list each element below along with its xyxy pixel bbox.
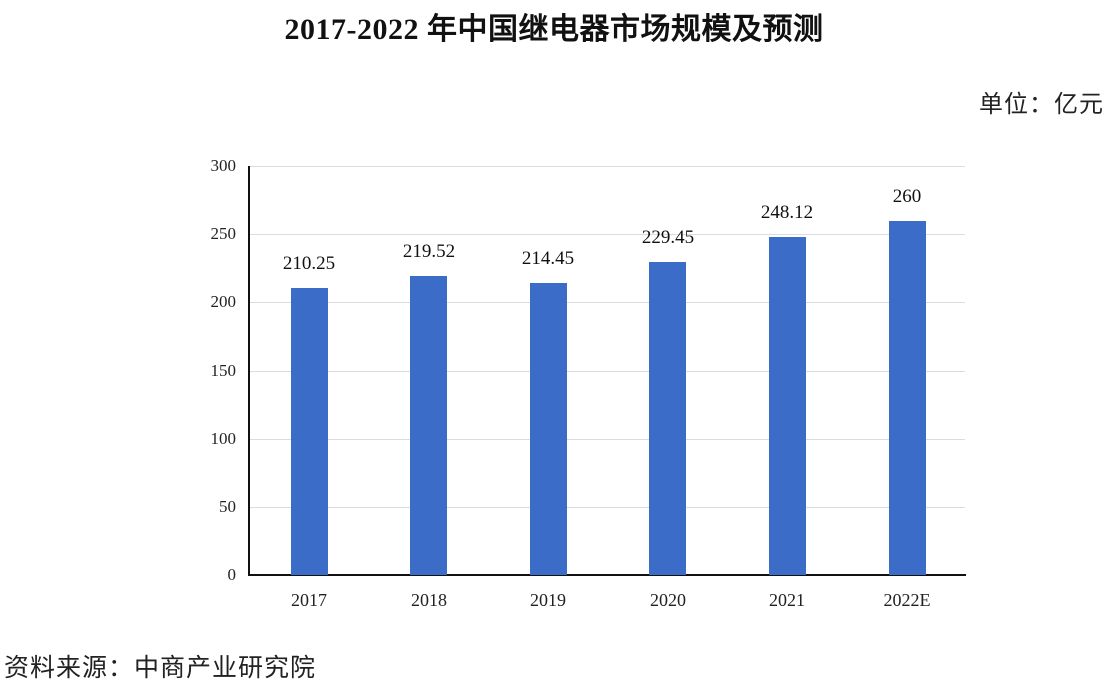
- unit-label: 单位：亿元: [979, 92, 1104, 118]
- y-tick-label: 200: [210, 292, 237, 311]
- y-tick-label: 300: [210, 156, 237, 175]
- bar-2017: [291, 288, 328, 575]
- gridline: [250, 371, 965, 372]
- gridline: [250, 166, 965, 167]
- y-tick-label: 50: [219, 497, 236, 516]
- bar-value-label: 210.25: [282, 253, 336, 274]
- y-axis-line: [248, 166, 250, 576]
- bar-2020: [649, 262, 686, 575]
- y-tick-label: 150: [210, 361, 237, 380]
- gridline: [250, 439, 965, 440]
- x-tick-label: 2019: [530, 590, 566, 610]
- x-tick-label: 2018: [411, 590, 447, 610]
- bar-2019: [530, 283, 567, 575]
- source-note: 资料来源：中商产业研究院: [4, 655, 317, 682]
- gridline: [250, 302, 965, 303]
- bar-2018: [410, 276, 447, 575]
- y-tick-label: 250: [210, 224, 237, 243]
- gridline: [250, 507, 965, 508]
- bar-value-label: 248.12: [760, 202, 814, 223]
- x-tick-label: 2017: [291, 590, 327, 610]
- bar-value-label: 229.45: [641, 227, 695, 248]
- x-axis-line: [248, 574, 966, 576]
- bar-value-label: 260: [892, 186, 922, 207]
- bar-value-label: 219.52: [402, 241, 456, 262]
- bar-2021: [769, 237, 806, 575]
- bar-value-label: 214.45: [521, 248, 575, 269]
- chart-title: 2017-2022 年中国继电器市场规模及预测: [284, 13, 824, 46]
- x-tick-label: 2022E: [883, 590, 931, 610]
- gridline: [250, 234, 965, 235]
- x-tick-label: 2020: [650, 590, 686, 610]
- y-tick-label: 100: [210, 429, 237, 448]
- bar-2022E: [889, 221, 926, 575]
- y-tick-label: 0: [227, 565, 237, 584]
- x-tick-label: 2021: [769, 590, 805, 610]
